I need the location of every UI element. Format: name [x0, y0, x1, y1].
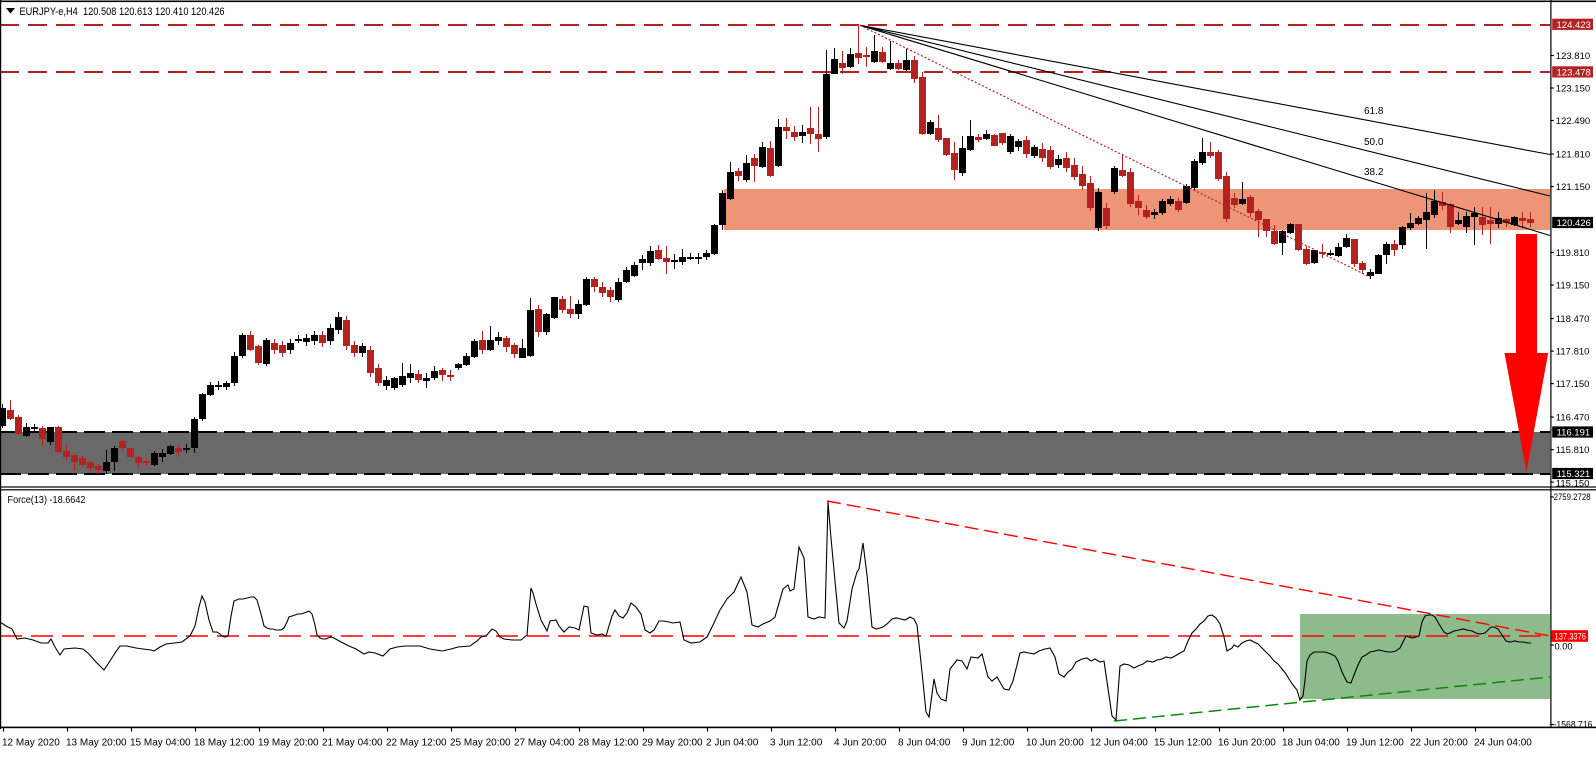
svg-text:120.426: 120.426 — [1557, 218, 1591, 229]
svg-text:119.810: 119.810 — [1556, 248, 1590, 259]
svg-text:16 Jun 20:00: 16 Jun 20:00 — [1218, 738, 1276, 749]
svg-text:123.810: 123.810 — [1556, 51, 1590, 62]
svg-text:3 Jun 12:00: 3 Jun 12:00 — [770, 738, 823, 749]
svg-text:118.470: 118.470 — [1556, 314, 1590, 325]
svg-text:22 May 12:00: 22 May 12:00 — [386, 738, 447, 749]
svg-text:19 Jun 12:00: 19 Jun 12:00 — [1346, 738, 1404, 749]
svg-text:9 Jun 12:00: 9 Jun 12:00 — [962, 738, 1015, 749]
svg-text:0.00: 0.00 — [1555, 642, 1573, 652]
svg-text:12 Jun 04:00: 12 Jun 04:00 — [1090, 738, 1148, 749]
svg-text:13 May 20:00: 13 May 20:00 — [66, 738, 127, 749]
svg-text:123.478: 123.478 — [1557, 67, 1591, 78]
svg-text:122.490: 122.490 — [1556, 116, 1590, 127]
svg-text:121.150: 121.150 — [1556, 182, 1590, 193]
svg-text:18 Jun 04:00: 18 Jun 04:00 — [1282, 738, 1340, 749]
svg-text:137.3376: 137.3376 — [1555, 632, 1587, 642]
svg-text:116.470: 116.470 — [1556, 413, 1590, 424]
svg-text:25 May 20:00: 25 May 20:00 — [450, 738, 511, 749]
svg-text:4 Jun 20:00: 4 Jun 20:00 — [834, 738, 887, 749]
svg-text:61.8: 61.8 — [1364, 106, 1384, 117]
svg-text:27 May 04:00: 27 May 04:00 — [514, 738, 575, 749]
svg-text:115.321: 115.321 — [1557, 469, 1591, 480]
svg-text:124.423: 124.423 — [1557, 20, 1591, 31]
svg-text:15 May 04:00: 15 May 04:00 — [130, 738, 191, 749]
svg-text:18 May 12:00: 18 May 12:00 — [194, 738, 255, 749]
svg-text:Force(13) -18.6642: Force(13) -18.6642 — [8, 495, 86, 506]
svg-text:22 Jun 20:00: 22 Jun 20:00 — [1410, 738, 1468, 749]
svg-text:EURJPY-e,H4 120.508 120.613 1: EURJPY-e,H4 120.508 120.613 120.410 120.… — [20, 6, 225, 18]
svg-text:2 Jun 04:00: 2 Jun 04:00 — [706, 738, 759, 749]
svg-text:-1568.716: -1568.716 — [1554, 720, 1593, 730]
svg-text:21 May 04:00: 21 May 04:00 — [322, 738, 383, 749]
svg-text:119.150: 119.150 — [1556, 281, 1590, 292]
svg-text:117.150: 117.150 — [1556, 379, 1590, 390]
svg-text:115.150: 115.150 — [1556, 479, 1590, 490]
svg-text:10 Jun 20:00: 10 Jun 20:00 — [1026, 738, 1084, 749]
svg-text:50.0: 50.0 — [1364, 137, 1384, 148]
svg-text:2759.2728: 2759.2728 — [1554, 492, 1591, 502]
svg-text:29 May 20:00: 29 May 20:00 — [642, 738, 703, 749]
svg-text:123.150: 123.150 — [1556, 84, 1590, 95]
svg-text:116.191: 116.191 — [1557, 428, 1591, 439]
svg-text:19 May 20:00: 19 May 20:00 — [258, 738, 319, 749]
svg-text:28 May 12:00: 28 May 12:00 — [578, 738, 639, 749]
svg-text:117.810: 117.810 — [1556, 347, 1590, 358]
svg-text:38.2: 38.2 — [1364, 167, 1384, 178]
svg-text:12 May 2020: 12 May 2020 — [2, 738, 60, 749]
svg-text:15 Jun 12:00: 15 Jun 12:00 — [1154, 738, 1212, 749]
svg-text:8 Jun 04:00: 8 Jun 04:00 — [898, 738, 951, 749]
svg-text:121.810: 121.810 — [1556, 150, 1590, 161]
svg-text:115.810: 115.810 — [1556, 445, 1590, 456]
svg-text:24 Jun 04:00: 24 Jun 04:00 — [1474, 738, 1532, 749]
